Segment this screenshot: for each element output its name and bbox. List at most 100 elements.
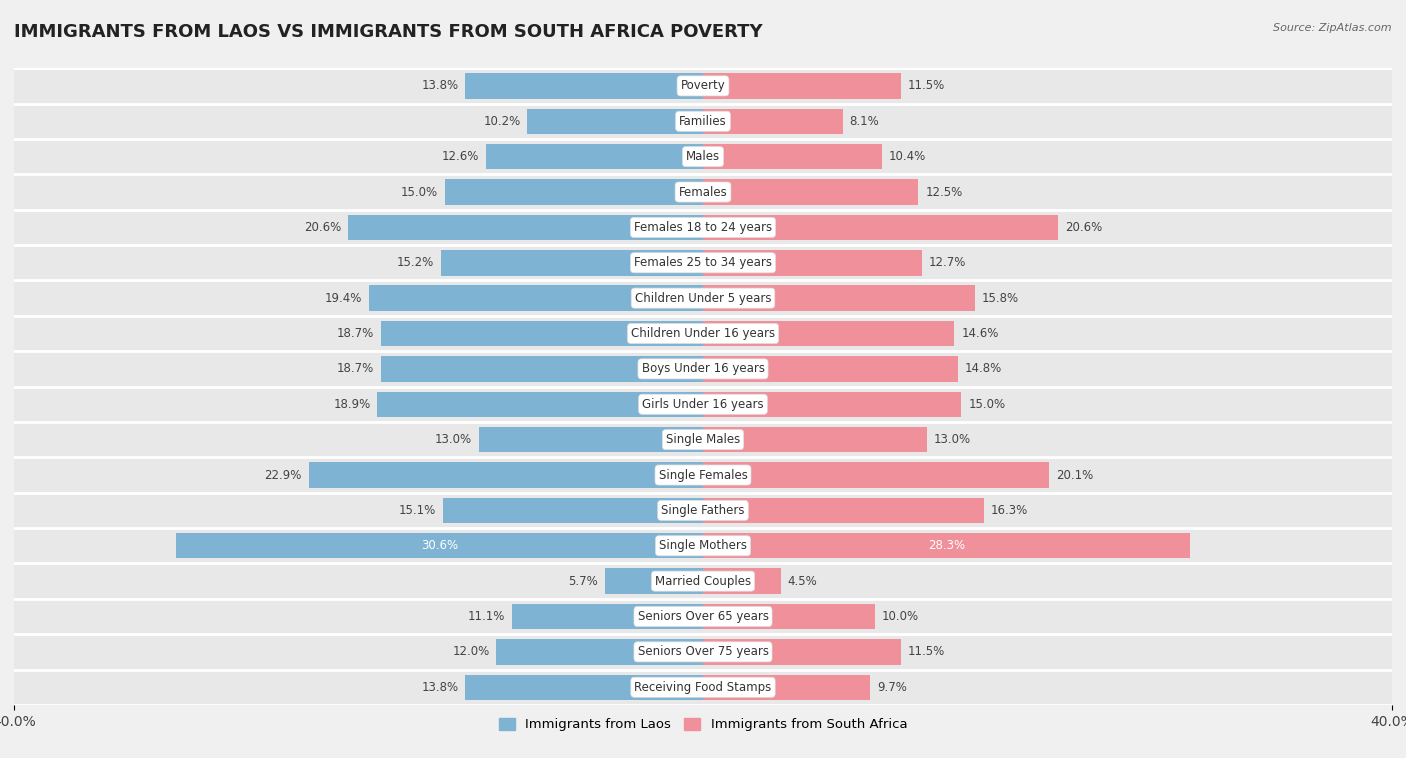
Text: 20.1%: 20.1%	[1056, 468, 1094, 481]
Text: Receiving Food Stamps: Receiving Food Stamps	[634, 681, 772, 694]
Bar	[703, 675, 870, 700]
Bar	[368, 286, 703, 311]
Bar	[527, 108, 703, 134]
Text: 18.7%: 18.7%	[337, 362, 374, 375]
Text: 13.0%: 13.0%	[934, 433, 972, 446]
Bar	[703, 533, 1191, 559]
Text: 15.8%: 15.8%	[981, 292, 1019, 305]
Bar	[14, 493, 1392, 528]
Text: 14.6%: 14.6%	[962, 327, 998, 340]
Bar	[14, 563, 1392, 599]
Bar	[703, 568, 780, 594]
Text: 10.4%: 10.4%	[889, 150, 927, 163]
Text: 4.5%: 4.5%	[787, 575, 817, 587]
Text: Boys Under 16 years: Boys Under 16 years	[641, 362, 765, 375]
Text: Females 25 to 34 years: Females 25 to 34 years	[634, 256, 772, 269]
Bar	[14, 422, 1392, 457]
Bar	[703, 498, 984, 523]
Bar	[381, 321, 703, 346]
Text: 15.2%: 15.2%	[396, 256, 434, 269]
Bar	[703, 462, 1049, 487]
Text: 12.0%: 12.0%	[453, 645, 489, 659]
Bar	[441, 250, 703, 275]
Bar	[14, 528, 1392, 563]
Text: 13.0%: 13.0%	[434, 433, 472, 446]
Text: IMMIGRANTS FROM LAOS VS IMMIGRANTS FROM SOUTH AFRICA POVERTY: IMMIGRANTS FROM LAOS VS IMMIGRANTS FROM …	[14, 23, 762, 41]
Text: 10.2%: 10.2%	[484, 114, 520, 128]
Bar	[605, 568, 703, 594]
Bar	[703, 215, 1057, 240]
Text: 11.5%: 11.5%	[908, 645, 945, 659]
Bar	[14, 599, 1392, 634]
Text: 10.0%: 10.0%	[882, 610, 920, 623]
Text: Males: Males	[686, 150, 720, 163]
Text: Married Couples: Married Couples	[655, 575, 751, 587]
Bar	[465, 74, 703, 99]
Text: 19.4%: 19.4%	[325, 292, 361, 305]
Text: Single Females: Single Females	[658, 468, 748, 481]
Text: Single Fathers: Single Fathers	[661, 504, 745, 517]
Text: 14.8%: 14.8%	[965, 362, 1002, 375]
Text: Poverty: Poverty	[681, 80, 725, 92]
Bar	[703, 321, 955, 346]
Bar	[703, 74, 901, 99]
Bar	[14, 634, 1392, 669]
Bar	[443, 498, 703, 523]
Bar	[703, 108, 842, 134]
Bar	[703, 356, 957, 381]
Bar	[377, 392, 703, 417]
Bar	[703, 180, 918, 205]
Bar	[14, 210, 1392, 245]
Bar	[703, 250, 922, 275]
Bar	[479, 427, 703, 453]
Text: 9.7%: 9.7%	[877, 681, 907, 694]
Bar	[14, 316, 1392, 351]
Text: 11.1%: 11.1%	[468, 610, 505, 623]
Bar	[465, 675, 703, 700]
Text: Source: ZipAtlas.com: Source: ZipAtlas.com	[1274, 23, 1392, 33]
Text: 5.7%: 5.7%	[568, 575, 598, 587]
Text: Families: Families	[679, 114, 727, 128]
Text: 8.1%: 8.1%	[849, 114, 879, 128]
Text: 12.7%: 12.7%	[928, 256, 966, 269]
Text: 18.7%: 18.7%	[337, 327, 374, 340]
Bar	[496, 639, 703, 665]
Text: Girls Under 16 years: Girls Under 16 years	[643, 398, 763, 411]
Bar	[444, 180, 703, 205]
Bar	[703, 144, 882, 169]
Text: Single Mothers: Single Mothers	[659, 539, 747, 553]
Bar	[14, 139, 1392, 174]
Text: 15.0%: 15.0%	[969, 398, 1005, 411]
Bar	[703, 604, 875, 629]
Bar	[14, 245, 1392, 280]
Text: 20.6%: 20.6%	[1064, 221, 1102, 234]
Text: 22.9%: 22.9%	[264, 468, 302, 481]
Text: 20.6%: 20.6%	[304, 221, 342, 234]
Text: 15.1%: 15.1%	[399, 504, 436, 517]
Bar	[703, 427, 927, 453]
Text: Single Males: Single Males	[666, 433, 740, 446]
Bar	[703, 286, 976, 311]
Bar	[703, 392, 962, 417]
Bar	[14, 669, 1392, 705]
Text: Females 18 to 24 years: Females 18 to 24 years	[634, 221, 772, 234]
Text: 12.5%: 12.5%	[925, 186, 963, 199]
Text: 11.5%: 11.5%	[908, 80, 945, 92]
Text: Seniors Over 65 years: Seniors Over 65 years	[637, 610, 769, 623]
Text: 28.3%: 28.3%	[928, 539, 966, 553]
Bar	[14, 104, 1392, 139]
Text: Seniors Over 75 years: Seniors Over 75 years	[637, 645, 769, 659]
Text: 13.8%: 13.8%	[422, 80, 458, 92]
Text: 15.0%: 15.0%	[401, 186, 437, 199]
Bar	[14, 351, 1392, 387]
Text: 13.8%: 13.8%	[422, 681, 458, 694]
Bar	[14, 174, 1392, 210]
Text: 18.9%: 18.9%	[333, 398, 371, 411]
Bar	[14, 387, 1392, 422]
Bar	[14, 457, 1392, 493]
Bar	[703, 639, 901, 665]
Bar	[14, 68, 1392, 104]
Bar	[176, 533, 703, 559]
Text: Children Under 16 years: Children Under 16 years	[631, 327, 775, 340]
Text: 12.6%: 12.6%	[441, 150, 479, 163]
